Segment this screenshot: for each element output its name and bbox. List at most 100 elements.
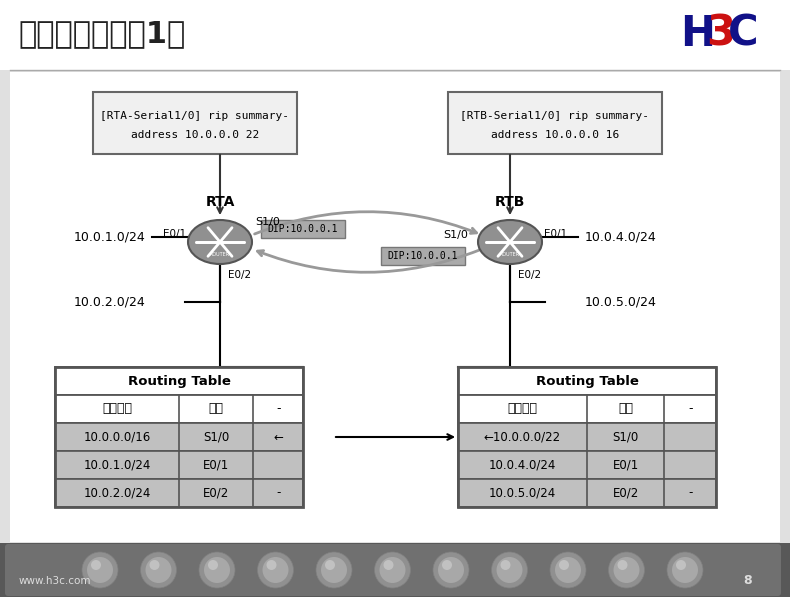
FancyBboxPatch shape — [0, 0, 790, 70]
Text: S1/0: S1/0 — [443, 230, 468, 240]
Circle shape — [258, 552, 294, 588]
Text: E0/2: E0/2 — [228, 270, 251, 280]
Circle shape — [316, 552, 352, 588]
Circle shape — [676, 560, 686, 570]
Text: 聚合引起环路（1）: 聚合引起环路（1） — [18, 20, 185, 48]
Circle shape — [614, 557, 639, 583]
FancyBboxPatch shape — [55, 479, 303, 507]
FancyBboxPatch shape — [458, 423, 716, 451]
FancyBboxPatch shape — [261, 220, 345, 238]
Circle shape — [145, 557, 171, 583]
Circle shape — [438, 557, 464, 583]
Ellipse shape — [478, 220, 542, 264]
Text: -: - — [276, 402, 280, 416]
Text: E0/1: E0/1 — [544, 229, 567, 239]
Text: DIP:10.0.0.1: DIP:10.0.0.1 — [268, 224, 338, 234]
Text: address 10.0.0.0 22: address 10.0.0.0 22 — [131, 130, 259, 140]
Circle shape — [199, 552, 235, 588]
Text: E0/1: E0/1 — [203, 458, 229, 472]
FancyBboxPatch shape — [448, 92, 662, 154]
Circle shape — [262, 557, 288, 583]
Text: ←: ← — [273, 430, 283, 444]
Text: E0/2: E0/2 — [203, 487, 229, 500]
FancyBboxPatch shape — [55, 451, 303, 479]
Text: Routing Table: Routing Table — [127, 374, 231, 387]
Text: 10.0.4.0/24: 10.0.4.0/24 — [585, 230, 656, 244]
Circle shape — [91, 560, 101, 570]
Text: -: - — [688, 402, 693, 416]
Text: [RTA-Serial1/0] rip summary-: [RTA-Serial1/0] rip summary- — [100, 111, 289, 121]
Text: E0/2: E0/2 — [612, 487, 639, 500]
Text: S1/0: S1/0 — [612, 430, 639, 444]
Text: www.h3c.com: www.h3c.com — [19, 576, 92, 586]
Text: 10.0.1.0/24: 10.0.1.0/24 — [83, 458, 151, 472]
Text: ROUTER: ROUTER — [500, 251, 520, 257]
Text: H: H — [680, 13, 715, 55]
FancyBboxPatch shape — [458, 451, 716, 479]
Circle shape — [374, 552, 411, 588]
Text: C: C — [728, 13, 758, 55]
Text: address 10.0.0.0 16: address 10.0.0.0 16 — [491, 130, 619, 140]
Ellipse shape — [188, 220, 252, 264]
Circle shape — [141, 552, 176, 588]
Text: [RTB-Serial1/0] rip summary-: [RTB-Serial1/0] rip summary- — [461, 111, 649, 121]
Circle shape — [555, 557, 581, 583]
Text: ROUTER: ROUTER — [210, 251, 230, 257]
Text: 目标网络: 目标网络 — [102, 402, 132, 416]
Text: 目标网络: 目标网络 — [507, 402, 537, 416]
Circle shape — [82, 552, 118, 588]
Text: 10.0.5.0/24: 10.0.5.0/24 — [489, 487, 556, 500]
Text: 10.0.4.0/24: 10.0.4.0/24 — [489, 458, 556, 472]
Text: 10.0.1.0/24: 10.0.1.0/24 — [73, 230, 145, 244]
Text: ←10.0.0.0/22: ←10.0.0.0/22 — [484, 430, 561, 444]
Circle shape — [496, 557, 522, 583]
Text: S1/0: S1/0 — [255, 217, 280, 227]
Text: RTB: RTB — [495, 195, 525, 209]
Text: 8: 8 — [743, 574, 752, 587]
FancyBboxPatch shape — [381, 247, 465, 265]
Text: 3: 3 — [706, 13, 735, 55]
Text: 接口: 接口 — [209, 402, 224, 416]
Circle shape — [433, 552, 469, 588]
Circle shape — [501, 560, 510, 570]
Text: S1/0: S1/0 — [203, 430, 229, 444]
Circle shape — [208, 560, 218, 570]
FancyBboxPatch shape — [0, 543, 790, 597]
Circle shape — [325, 560, 335, 570]
FancyBboxPatch shape — [55, 423, 303, 451]
Circle shape — [321, 557, 347, 583]
Circle shape — [383, 560, 393, 570]
Text: 10.0.5.0/24: 10.0.5.0/24 — [585, 296, 656, 309]
Text: E0/2: E0/2 — [518, 270, 541, 280]
Circle shape — [87, 557, 113, 583]
FancyBboxPatch shape — [458, 479, 716, 507]
Circle shape — [672, 557, 698, 583]
Circle shape — [266, 560, 276, 570]
Text: E0/1: E0/1 — [163, 229, 186, 239]
Text: -: - — [688, 487, 692, 500]
Circle shape — [379, 557, 405, 583]
Text: 接口: 接口 — [619, 402, 634, 416]
Text: Routing Table: Routing Table — [536, 374, 638, 387]
Circle shape — [618, 560, 627, 570]
Circle shape — [559, 560, 569, 570]
Circle shape — [550, 552, 586, 588]
FancyBboxPatch shape — [55, 395, 303, 423]
FancyBboxPatch shape — [55, 367, 303, 395]
Circle shape — [667, 552, 703, 588]
FancyBboxPatch shape — [5, 544, 781, 596]
Text: -: - — [276, 487, 280, 500]
Circle shape — [204, 557, 230, 583]
FancyBboxPatch shape — [458, 395, 716, 423]
FancyBboxPatch shape — [458, 367, 716, 395]
Text: E0/1: E0/1 — [612, 458, 639, 472]
Text: 10.0.2.0/24: 10.0.2.0/24 — [83, 487, 151, 500]
Text: DIP:10.0.0.1: DIP:10.0.0.1 — [388, 251, 458, 261]
Text: 10.0.0.0/16: 10.0.0.0/16 — [84, 430, 151, 444]
Circle shape — [442, 560, 452, 570]
Circle shape — [149, 560, 160, 570]
Text: RTA: RTA — [205, 195, 235, 209]
Text: 10.0.2.0/24: 10.0.2.0/24 — [73, 296, 145, 309]
FancyBboxPatch shape — [10, 72, 780, 542]
Circle shape — [608, 552, 645, 588]
